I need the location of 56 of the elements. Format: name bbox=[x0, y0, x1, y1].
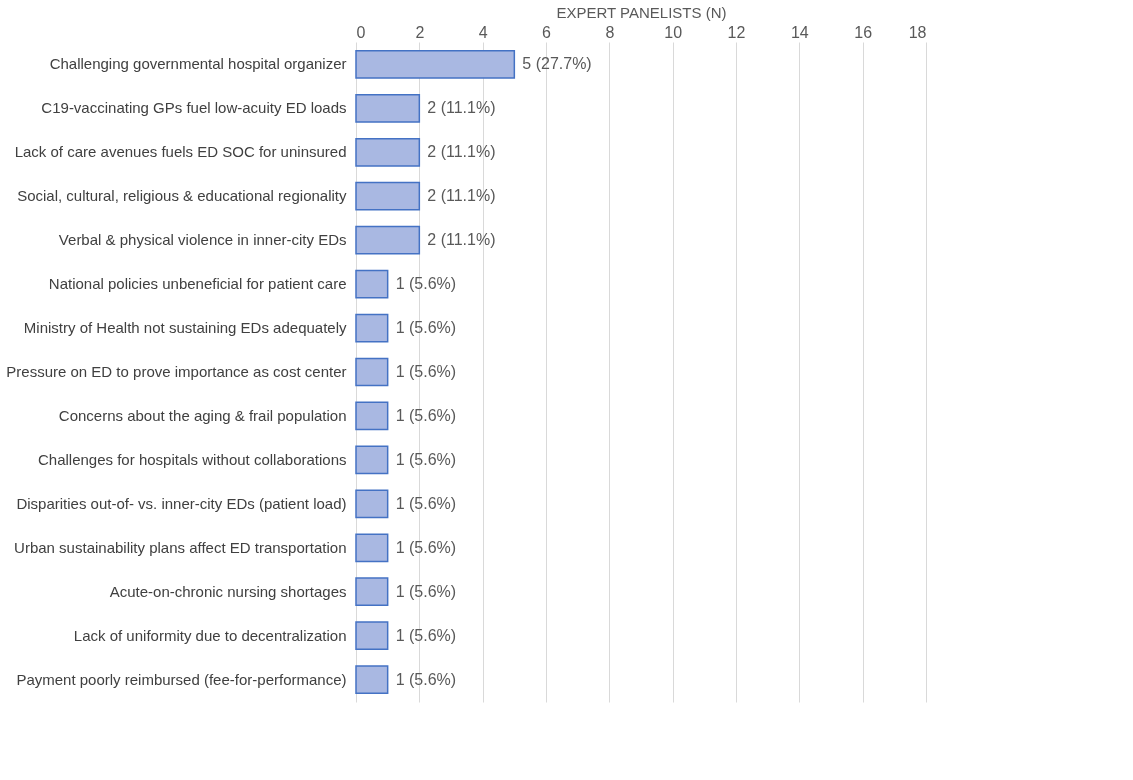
data-label: 1 (5.6%) bbox=[395, 319, 457, 337]
bar bbox=[355, 50, 516, 79]
bar bbox=[355, 445, 389, 475]
data-label: 1 (5.6%) bbox=[395, 538, 457, 556]
y-tick-label: Ministry of Health not sustaining EDs adequately bbox=[23, 319, 347, 337]
x-tick-label: 0 bbox=[356, 23, 366, 41]
bar bbox=[355, 621, 389, 651]
x-axis-title: EXPERT PANELISTS (N) bbox=[556, 3, 727, 21]
x-tick-label: 4 bbox=[478, 23, 488, 41]
x-tick-label: 18 bbox=[908, 23, 927, 41]
y-tick-label: Payment poorly reimbursed (fee-for-performance) bbox=[16, 670, 347, 688]
data-label: 1 (5.6%) bbox=[395, 363, 457, 380]
data-label: 1 (5.6%) bbox=[395, 275, 457, 293]
data-label: 2 (11.1%) bbox=[427, 99, 496, 117]
data-label: 1 (5.6%) bbox=[395, 670, 457, 688]
bar bbox=[355, 313, 389, 343]
y-tick-label: Social, cultural, religious & educational regionality bbox=[17, 187, 347, 205]
data-label: 1 (5.6%) bbox=[395, 626, 457, 644]
bar bbox=[355, 225, 421, 255]
data-label: 1 (5.6%) bbox=[395, 582, 457, 600]
bar bbox=[355, 357, 389, 387]
bar bbox=[355, 181, 421, 211]
y-tick-label: Challenging governmental hospital organizer bbox=[49, 55, 347, 73]
bar bbox=[355, 665, 389, 694]
y-tick-label: Pressure on ED to prove importance as cost center bbox=[6, 363, 347, 380]
bar bbox=[355, 137, 421, 167]
x-tick-label: 8 bbox=[605, 23, 615, 41]
bar bbox=[355, 577, 389, 607]
y-tick-label: Acute-on-chronic nursing shortages bbox=[109, 582, 347, 600]
y-tick-label: Verbal & physical violence in inner-city EDs bbox=[58, 231, 347, 249]
bar bbox=[355, 401, 389, 431]
y-tick-label: Lack of care avenues fuels ED SOC for uninsured bbox=[14, 143, 347, 161]
bar bbox=[355, 489, 389, 519]
y-tick-label: Challenges for hospitals without collaborations bbox=[37, 450, 347, 468]
data-label: 1 (5.6%) bbox=[395, 494, 457, 512]
data-label: 2 (11.1%) bbox=[427, 187, 496, 205]
y-tick-label: Disparities out-of- vs. inner-city EDs (patient load) bbox=[16, 494, 347, 512]
data-label: 2 (11.1%) bbox=[427, 231, 496, 249]
x-tick-label: 10 bbox=[664, 23, 683, 41]
data-label: 5 (27.7%) bbox=[522, 55, 592, 73]
data-label: 2 (11.1%) bbox=[427, 143, 496, 161]
y-tick-label: Concerns about the aging & frail population bbox=[58, 406, 347, 424]
bar bbox=[355, 269, 389, 299]
bar bbox=[355, 93, 421, 123]
y-tick-label: Urban sustainability plans affect ED transportation bbox=[14, 538, 347, 556]
data-label: 1 (5.6%) bbox=[395, 406, 457, 424]
bar bbox=[355, 533, 389, 563]
y-tick-label: National policies unbeneficial for patient care bbox=[48, 275, 347, 293]
y-tick-label: Lack of uniformity due to decentralization bbox=[73, 626, 347, 644]
x-tick-label: 6 bbox=[542, 23, 552, 41]
x-tick-label: 12 bbox=[727, 23, 746, 41]
y-tick-label: C19-vaccinating GPs fuel low-acuity ED loads bbox=[41, 99, 347, 117]
x-tick-label: 16 bbox=[854, 23, 873, 41]
x-tick-label: 2 bbox=[415, 23, 425, 41]
data-label: 1 (5.6%) bbox=[395, 450, 457, 468]
x-tick-label: 14 bbox=[790, 23, 809, 41]
